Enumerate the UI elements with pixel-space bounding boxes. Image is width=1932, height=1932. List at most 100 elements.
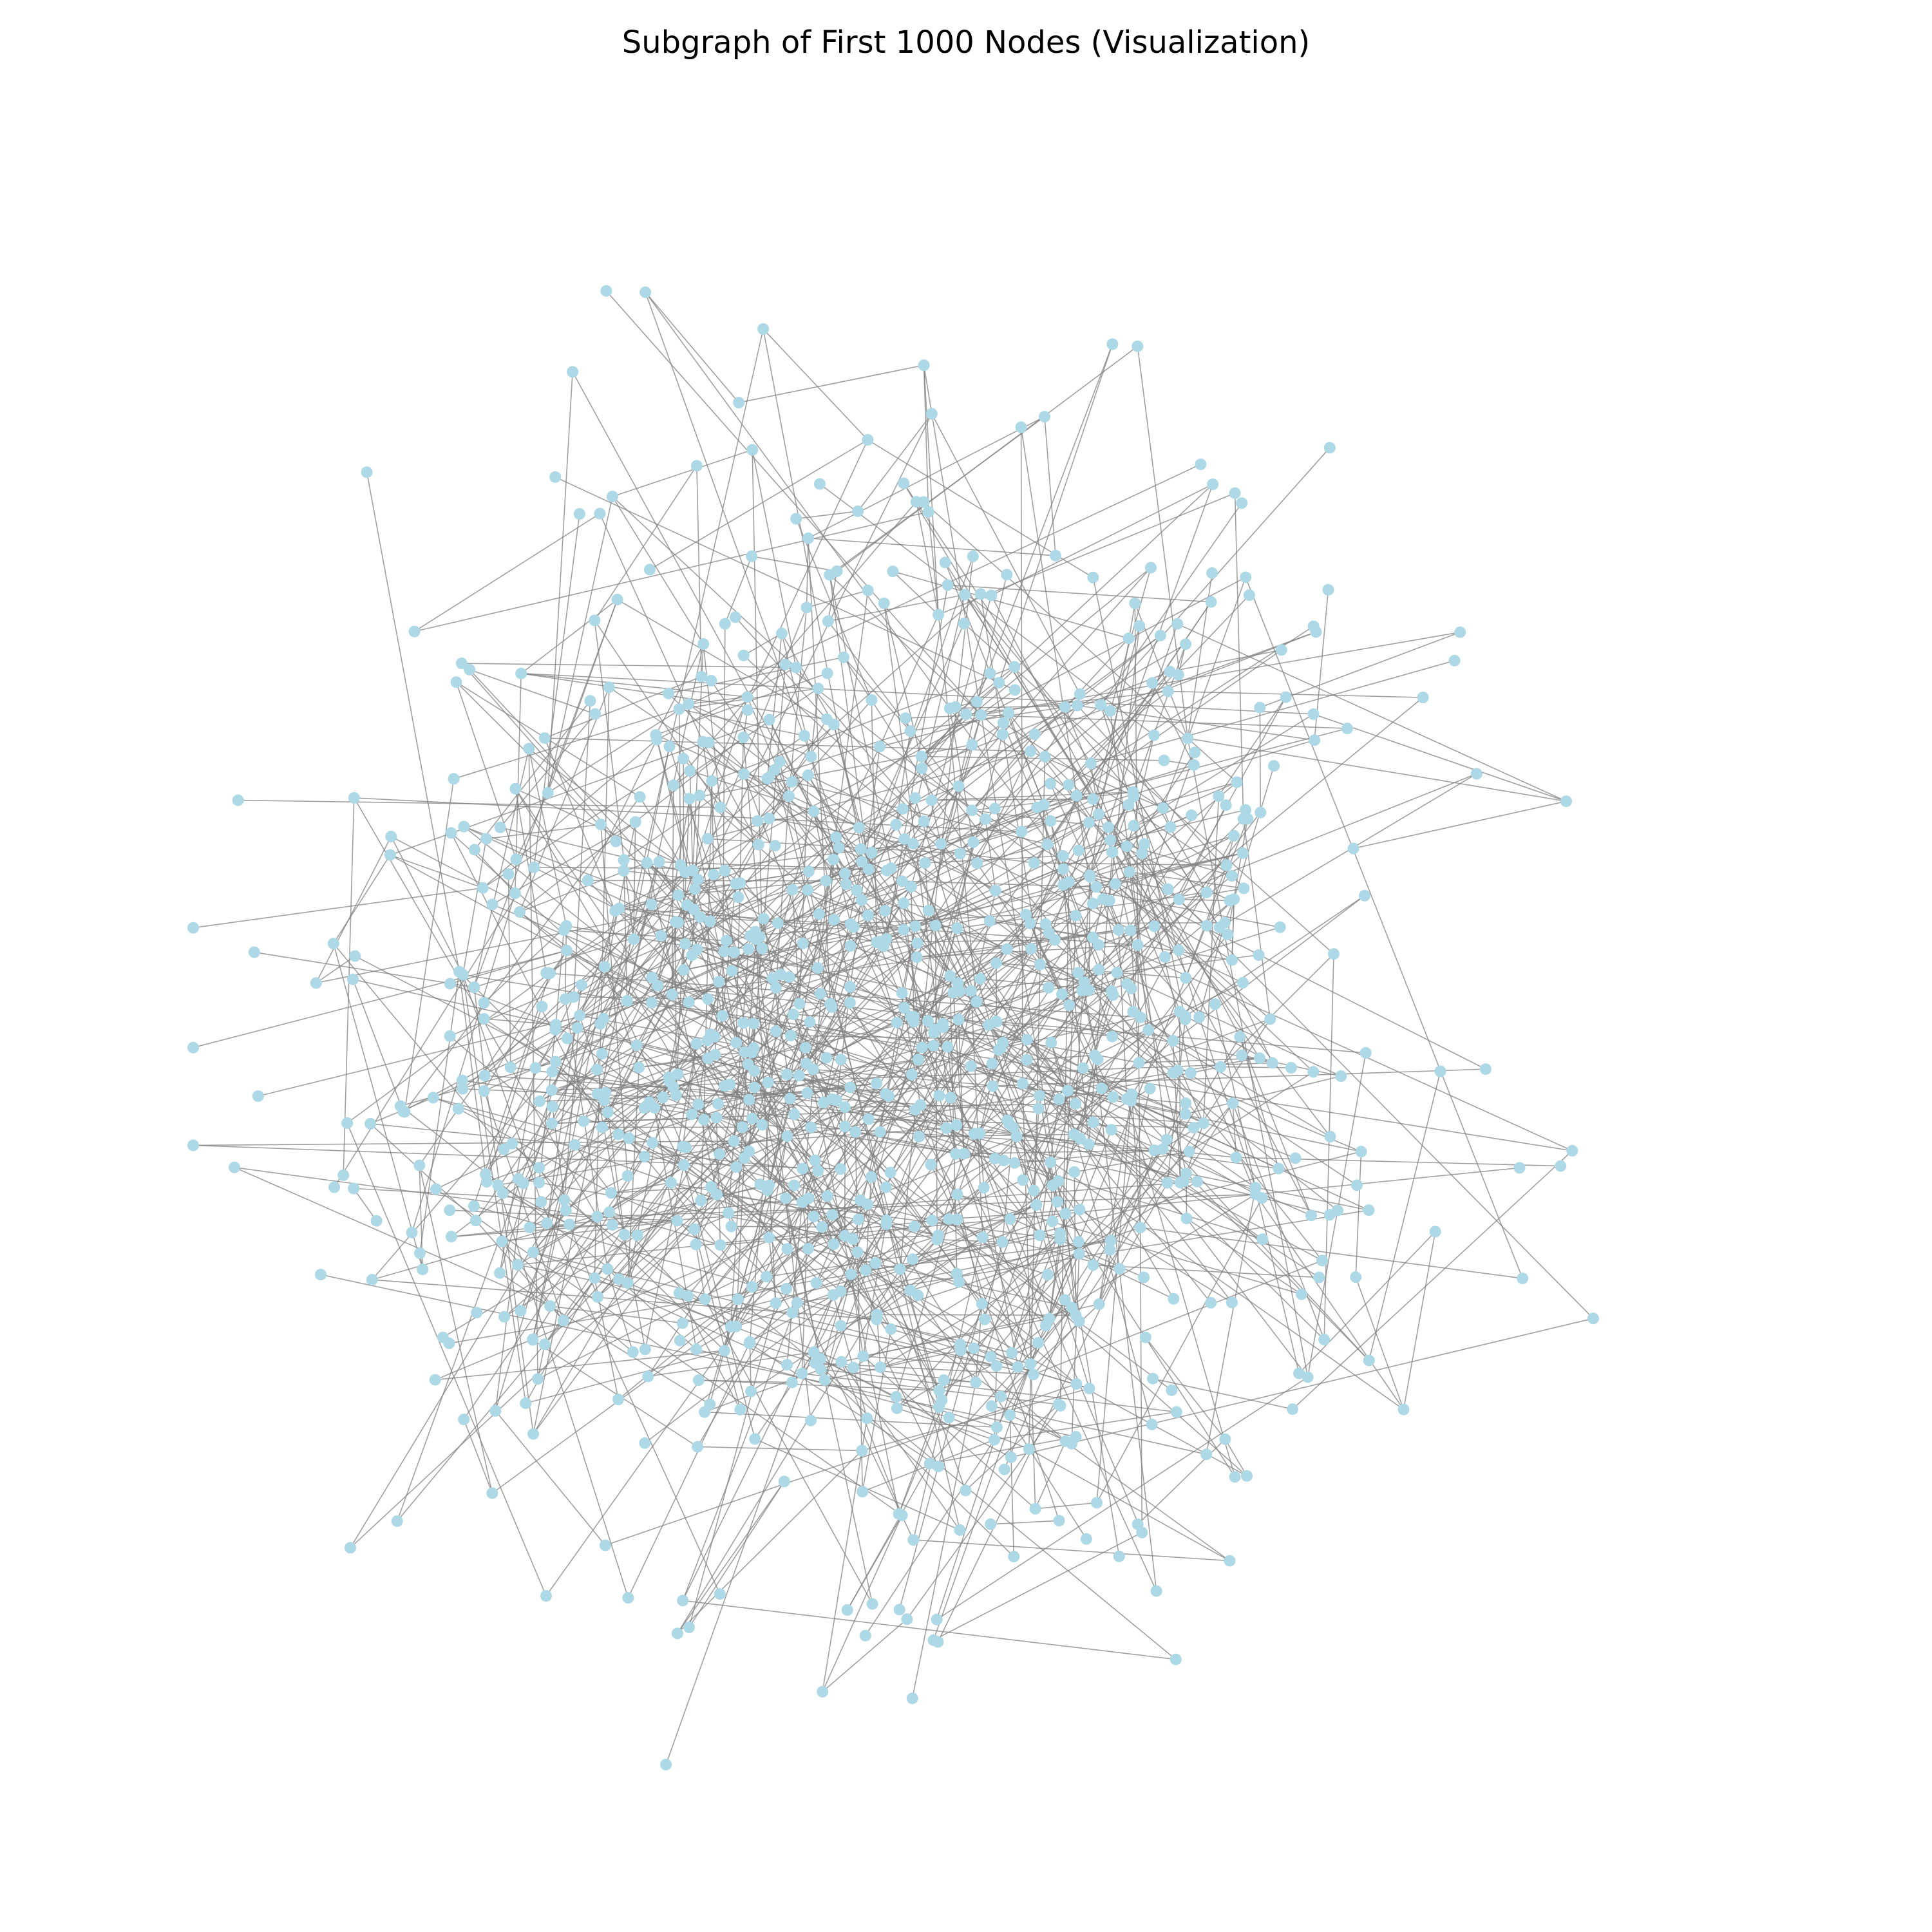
graph-node	[732, 1293, 744, 1305]
graph-node	[861, 1412, 873, 1425]
graph-node	[802, 1243, 814, 1255]
graph-edge	[766, 1241, 1003, 1278]
graph-node	[770, 982, 782, 994]
graph-edge	[931, 791, 1133, 801]
graph-edge	[474, 764, 1195, 988]
nodes-layer	[187, 285, 1599, 1770]
graph-edge	[519, 687, 610, 913]
graph-node	[1560, 795, 1572, 808]
graph-edge	[678, 709, 681, 866]
graph-edge	[1090, 875, 1168, 890]
graph-node	[533, 1162, 545, 1174]
graph-node	[878, 597, 890, 609]
graph-edge	[316, 836, 392, 983]
graph-edge	[862, 1356, 1036, 1510]
graph-node	[911, 951, 923, 963]
graph-edge	[612, 496, 797, 668]
graph-edge	[1109, 1036, 1241, 1251]
graph-edge	[903, 903, 959, 984]
graph-node	[709, 1048, 721, 1061]
graph-edge	[411, 893, 516, 1233]
graph-edge	[669, 1081, 761, 1185]
graph-node	[1226, 870, 1238, 882]
graph-node	[1136, 848, 1148, 860]
graph-edge	[645, 292, 739, 403]
graph-node	[666, 989, 678, 1001]
graph-node	[752, 838, 764, 851]
graph-edge	[1140, 1017, 1221, 1068]
graph-node	[730, 1161, 743, 1173]
graph-node	[819, 1374, 831, 1386]
graph-node	[527, 1333, 539, 1345]
graph-node	[865, 1171, 877, 1183]
graph-edge	[350, 884, 1064, 1548]
graph-node	[1025, 943, 1037, 955]
graph-node	[1180, 1097, 1192, 1109]
graph-node	[1254, 1052, 1265, 1065]
graph-node	[672, 889, 685, 901]
graph-edge	[679, 464, 1201, 710]
graph-node	[1363, 1204, 1375, 1217]
graph-node	[853, 1213, 864, 1226]
graph-edge	[656, 734, 1573, 1151]
graph-edge	[1187, 738, 1309, 1378]
graph-edge	[806, 590, 868, 609]
graph-edge	[463, 1142, 653, 1420]
graph-edge	[1203, 796, 1220, 1124]
graph-node	[1307, 708, 1320, 720]
graph-edge	[1077, 705, 1244, 889]
graph-node	[1228, 829, 1240, 842]
graph-node	[844, 997, 856, 1009]
graph-node	[1145, 562, 1157, 574]
graph-node	[805, 750, 817, 762]
graph-node	[560, 1204, 572, 1217]
graph-node	[515, 667, 527, 679]
graph-node	[509, 782, 522, 795]
graph-node	[1111, 967, 1123, 979]
graph-node	[730, 1320, 743, 1332]
graph-node	[564, 1218, 576, 1231]
graph-edge	[711, 666, 1015, 782]
graph-node	[1147, 1372, 1159, 1385]
graph-node	[1056, 988, 1068, 1000]
graph-node	[1296, 1288, 1308, 1300]
graph-node	[370, 1215, 383, 1227]
graph-node	[458, 820, 470, 833]
graph-node	[1150, 1585, 1162, 1597]
graph-node	[690, 460, 703, 472]
graph-edge	[981, 714, 1348, 729]
graph-edge	[419, 971, 460, 1254]
graph-node	[989, 1153, 1001, 1165]
graph-edge	[539, 1068, 1486, 1102]
graph-node	[986, 1057, 998, 1070]
graph-node	[744, 1336, 756, 1348]
graph-edge	[234, 1166, 551, 1307]
graph-node	[816, 1221, 828, 1233]
graph-edge	[891, 807, 1037, 869]
graph-node	[515, 1305, 527, 1317]
graph-edge	[731, 1226, 822, 1228]
graph-edge	[346, 795, 790, 1124]
graph-edge	[840, 1361, 903, 1516]
graph-node	[713, 976, 725, 988]
graph-node	[1087, 931, 1099, 943]
graph-node	[1309, 734, 1321, 746]
graph-edge	[611, 1186, 712, 1194]
graph-edge	[947, 584, 1211, 603]
graph-node	[783, 971, 795, 983]
graph-node	[968, 1128, 980, 1140]
graph-node	[763, 714, 775, 726]
graph-node	[1324, 1130, 1336, 1142]
graph-node	[690, 1037, 703, 1050]
graph-node	[1302, 1371, 1314, 1383]
graph-edge	[1188, 737, 1567, 802]
graph-edge	[698, 1379, 940, 1391]
graph-edge	[817, 590, 869, 969]
graph-node	[612, 1394, 625, 1406]
graph-node	[845, 918, 857, 930]
graph-edge	[1148, 1029, 1331, 1137]
graph-edge	[1009, 1415, 1015, 1557]
graph-edge	[668, 1001, 690, 1078]
graph-node	[527, 1428, 540, 1440]
graph-node	[691, 943, 703, 956]
